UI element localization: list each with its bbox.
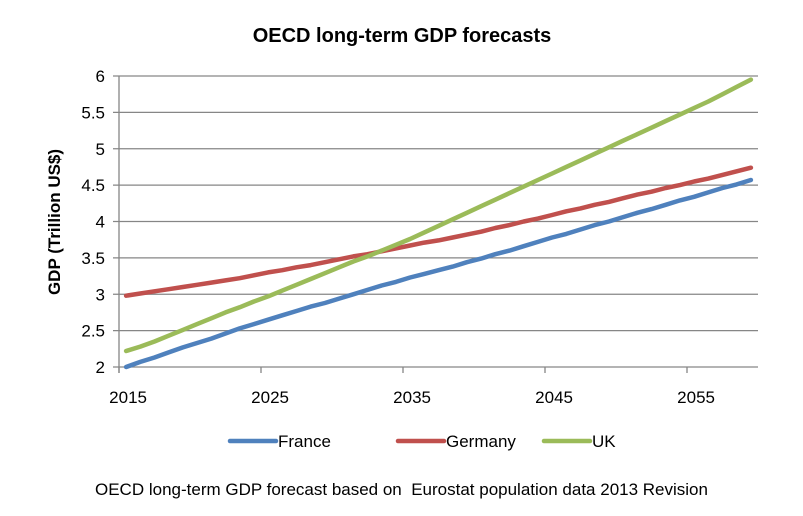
y-tick-label: 5 <box>96 140 105 159</box>
series-lines <box>123 77 754 370</box>
x-tick-labels: 2015 2025 2035 2045 2055 <box>109 388 715 407</box>
x-tick-label: 2025 <box>251 388 289 407</box>
chart: OECD long-term GDP forecasts 2 2.5 3 3.5 4 4.… <box>45 25 758 451</box>
legend-label-uk: UK <box>592 432 616 451</box>
x-tick-label: 2015 <box>109 388 147 407</box>
y-tick-label: 2 <box>96 358 105 377</box>
gridlines <box>113 75 758 332</box>
y-tick-label: 4 <box>96 213 105 232</box>
y-axis-label: GDP (Trillion US$) <box>45 149 64 295</box>
y-tick-label: 3.5 <box>81 249 105 268</box>
legend: France Germany UK <box>227 432 616 451</box>
y-tick-label: 5.5 <box>81 103 105 122</box>
chart-title: OECD long-term GDP forecasts <box>253 25 552 47</box>
y-tick-labels: 2 2.5 3 3.5 4 4.5 5 5.5 6 <box>81 67 105 377</box>
axes <box>113 76 758 373</box>
y-tick-label: 3 <box>96 285 105 304</box>
y-tick-label: 6 <box>96 67 105 86</box>
y-tick-label: 4.5 <box>81 176 105 195</box>
legend-label-france: France <box>278 432 331 451</box>
x-tick-label: 2045 <box>535 388 573 407</box>
chart-caption: OECD long-term GDP forecast based on Eur… <box>95 480 708 499</box>
y-tick-label: 2.5 <box>81 322 105 341</box>
series-line-france <box>123 177 754 370</box>
series-line-germany <box>123 165 754 298</box>
x-tick-label: 2035 <box>393 388 431 407</box>
series-line-uk <box>123 77 754 354</box>
legend-label-germany: Germany <box>446 432 516 451</box>
x-tick-label: 2055 <box>677 388 715 407</box>
